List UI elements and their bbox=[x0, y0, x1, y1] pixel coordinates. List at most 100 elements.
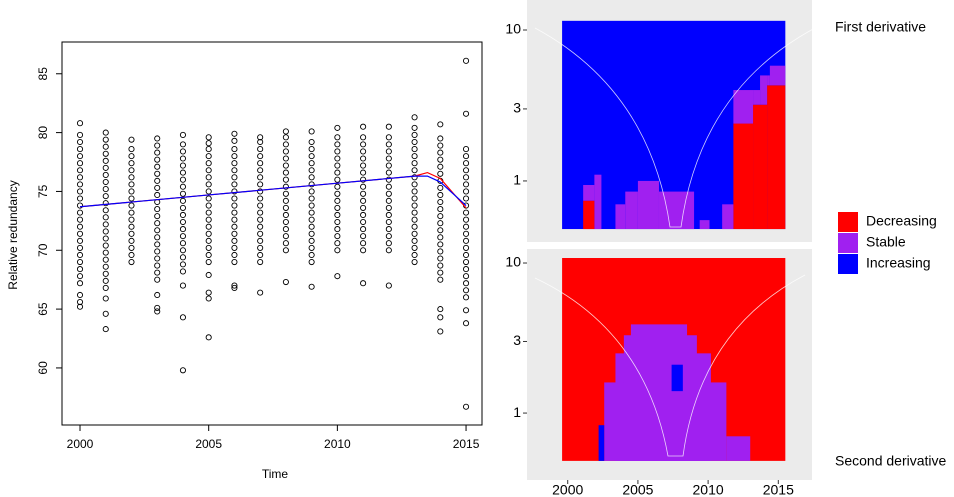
point bbox=[282, 233, 289, 240]
point bbox=[308, 230, 315, 237]
point bbox=[385, 183, 392, 190]
point bbox=[437, 191, 444, 199]
point bbox=[334, 148, 341, 155]
point bbox=[437, 227, 444, 234]
point bbox=[154, 234, 161, 241]
point bbox=[282, 176, 289, 183]
point bbox=[308, 153, 315, 160]
point bbox=[385, 176, 392, 183]
point bbox=[102, 143, 109, 150]
point bbox=[334, 233, 341, 240]
point bbox=[411, 237, 418, 244]
point bbox=[462, 153, 470, 160]
point bbox=[360, 162, 367, 169]
strip-chart: Time Relative redundancy 60 65 70 75 80 85 200… bbox=[6, 41, 483, 481]
point bbox=[360, 226, 367, 233]
point bbox=[308, 188, 315, 195]
point bbox=[179, 183, 187, 190]
y-tick-label: 3 bbox=[513, 100, 521, 116]
legend-label: Increasing bbox=[866, 255, 931, 271]
point bbox=[360, 218, 367, 226]
point bbox=[334, 247, 341, 254]
point bbox=[205, 209, 212, 216]
x-tick-label: 2015 bbox=[453, 437, 480, 451]
point bbox=[205, 146, 212, 153]
x-tick-label: 2005 bbox=[195, 437, 222, 451]
point bbox=[411, 202, 418, 209]
point bbox=[102, 284, 109, 291]
point bbox=[257, 134, 264, 141]
point bbox=[179, 218, 187, 226]
point bbox=[334, 226, 341, 233]
point bbox=[205, 160, 212, 167]
point bbox=[411, 244, 418, 251]
point bbox=[102, 164, 109, 171]
tile bbox=[598, 425, 605, 461]
point bbox=[154, 220, 161, 227]
point bbox=[308, 128, 315, 135]
point bbox=[437, 163, 444, 170]
point bbox=[257, 160, 264, 167]
point bbox=[411, 251, 418, 259]
point bbox=[437, 314, 444, 321]
point bbox=[154, 255, 161, 262]
point bbox=[282, 197, 289, 204]
y-tick-label: 85 bbox=[36, 67, 50, 81]
point bbox=[102, 295, 109, 302]
x-tick-label: 2015 bbox=[763, 482, 794, 497]
point bbox=[154, 269, 161, 276]
point bbox=[205, 244, 212, 251]
point bbox=[154, 308, 161, 315]
point bbox=[411, 124, 418, 131]
point bbox=[154, 170, 161, 177]
x-tick-label: 2005 bbox=[622, 482, 653, 497]
tile bbox=[583, 184, 595, 201]
point bbox=[76, 181, 84, 188]
point bbox=[154, 163, 161, 170]
point bbox=[76, 174, 84, 181]
point bbox=[282, 278, 289, 286]
point bbox=[102, 214, 109, 221]
point bbox=[76, 244, 84, 251]
tile bbox=[722, 204, 734, 230]
point bbox=[385, 204, 392, 211]
point bbox=[411, 230, 418, 237]
point bbox=[76, 138, 84, 146]
point bbox=[257, 174, 264, 181]
y-tick-label: 10 bbox=[505, 254, 521, 270]
point bbox=[462, 167, 470, 174]
point bbox=[102, 277, 109, 284]
point bbox=[231, 167, 238, 174]
point bbox=[462, 244, 470, 251]
point bbox=[231, 188, 238, 195]
point bbox=[128, 136, 135, 143]
tile bbox=[733, 90, 754, 124]
tile bbox=[753, 90, 761, 105]
point bbox=[411, 138, 418, 146]
point bbox=[308, 258, 315, 266]
y-tick-label: 60 bbox=[36, 361, 50, 375]
point bbox=[462, 209, 470, 216]
panel-title: First derivative bbox=[835, 19, 926, 35]
point bbox=[257, 289, 264, 296]
point bbox=[128, 188, 135, 195]
point bbox=[231, 202, 238, 209]
point bbox=[385, 141, 392, 148]
point bbox=[179, 204, 187, 211]
point bbox=[154, 149, 161, 156]
legend-swatch bbox=[838, 212, 858, 232]
point bbox=[205, 140, 212, 147]
point bbox=[179, 155, 187, 162]
point bbox=[385, 226, 392, 233]
y-tick-label: 75 bbox=[36, 184, 50, 198]
point bbox=[231, 209, 238, 216]
point bbox=[128, 244, 135, 251]
point bbox=[76, 146, 84, 153]
y-tick-label: 65 bbox=[36, 302, 50, 316]
point bbox=[385, 282, 392, 289]
point bbox=[334, 273, 341, 280]
tile bbox=[753, 104, 768, 230]
point bbox=[308, 202, 315, 209]
point bbox=[334, 211, 341, 219]
point bbox=[334, 197, 341, 204]
